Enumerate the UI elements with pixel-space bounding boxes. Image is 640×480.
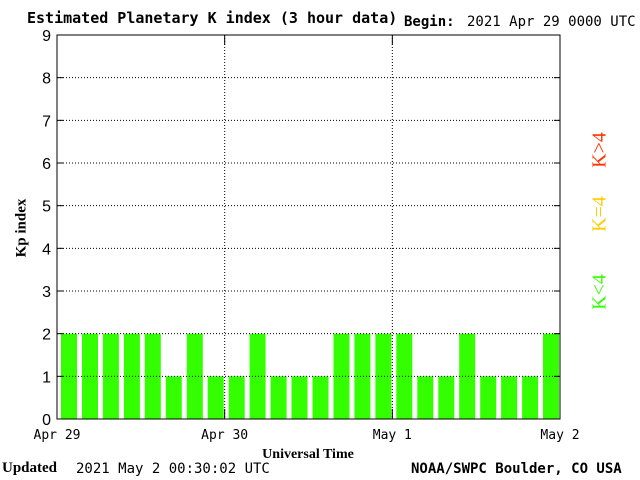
plot-frame	[56, 34, 561, 420]
kp-bar	[396, 333, 413, 419]
y-tick-label: 7	[42, 113, 51, 130]
y-tick-label: 6	[42, 156, 51, 173]
kp-bar	[228, 376, 245, 419]
updated-label: Updated	[2, 460, 58, 476]
kp-bar	[144, 333, 161, 419]
legend-k-above-4: K>4	[588, 132, 611, 168]
kp-bar	[186, 333, 203, 419]
kp-bar	[291, 376, 308, 419]
legend-k-below-4: K<4	[588, 274, 611, 310]
y-tick-label: 9	[42, 28, 51, 45]
legend-k-equals-4: K=4	[588, 196, 611, 232]
grid-layer	[57, 35, 560, 419]
kp-bar	[522, 376, 539, 419]
kp-bar	[165, 376, 182, 419]
kp-bar	[459, 333, 476, 419]
kp-bar	[312, 376, 329, 419]
y-tick-label: 3	[42, 284, 51, 301]
kp-bar	[333, 333, 350, 419]
kp-bar	[438, 376, 455, 419]
y-axis-ticks: 0 1 2 3 4 5 6 7 8 9	[42, 28, 560, 429]
x-axis-label: Universal Time	[262, 447, 354, 462]
y-axis-label: Kp index	[13, 198, 30, 258]
kp-bar	[543, 333, 559, 419]
y-tick-label: 4	[42, 241, 51, 258]
kp-bar	[501, 376, 518, 419]
kp-bar	[270, 376, 287, 419]
begin-value: 2021 Apr 29 0000 UTC	[467, 14, 636, 30]
kp-bar	[354, 333, 371, 419]
y-tick-label: 1	[42, 369, 51, 386]
bars-layer	[61, 333, 559, 419]
y-tick-label: 8	[42, 71, 51, 88]
updated-timestamp: 2021 May 2 00:30:02 UTC	[76, 461, 270, 477]
begin-label: Begin:	[404, 14, 455, 30]
kp-bar	[480, 376, 497, 419]
x-axis-ticks: Apr 29 Apr 30 May 1 May 2	[34, 35, 580, 443]
x-tick-label: May 2	[540, 428, 579, 443]
x-tick-label: Apr 30	[201, 428, 248, 443]
y-tick-label: 2	[42, 327, 51, 344]
kp-bar	[375, 333, 392, 419]
x-tick-label: May 1	[373, 428, 412, 443]
kp-bar	[123, 333, 140, 419]
y-tick-label: 5	[42, 199, 51, 216]
x-tick-label: Apr 29	[34, 428, 81, 443]
kp-bar	[417, 376, 434, 419]
kp-bar	[102, 333, 119, 419]
kp-bar	[207, 376, 224, 419]
kp-bar	[249, 333, 266, 419]
chart-title: Estimated Planetary K index (3 hour data…	[27, 9, 398, 27]
y-tick-label: 0	[42, 412, 51, 429]
source-credit: NOAA/SWPC Boulder, CO USA	[411, 461, 622, 477]
